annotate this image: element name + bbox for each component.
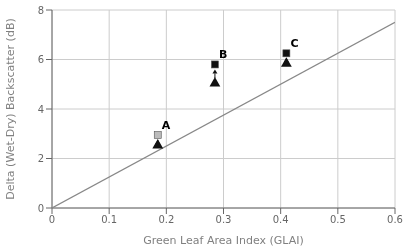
svg-text:0.5: 0.5 — [330, 214, 346, 225]
svg-text:A: A — [162, 119, 171, 132]
svg-text:0.2: 0.2 — [158, 214, 174, 225]
svg-text:0.6: 0.6 — [387, 214, 403, 225]
svg-text:Delta (Wet-Dry) Backscatter (d: Delta (Wet-Dry) Backscatter (dB) — [8, 18, 17, 199]
svg-text:0.1: 0.1 — [101, 214, 117, 225]
svg-text:B: B — [219, 48, 227, 61]
svg-text:Green Leaf Area Index (GLAI): Green Leaf Area Index (GLAI) — [143, 234, 303, 247]
svg-text:6: 6 — [38, 54, 44, 65]
svg-text:8: 8 — [38, 5, 44, 16]
svg-text:C: C — [290, 37, 298, 50]
svg-text:4: 4 — [38, 104, 44, 115]
svg-text:0.4: 0.4 — [273, 214, 289, 225]
svg-text:0.3: 0.3 — [216, 214, 232, 225]
svg-text:0: 0 — [49, 214, 55, 225]
svg-text:0: 0 — [38, 203, 44, 214]
svg-text:2: 2 — [38, 153, 44, 164]
